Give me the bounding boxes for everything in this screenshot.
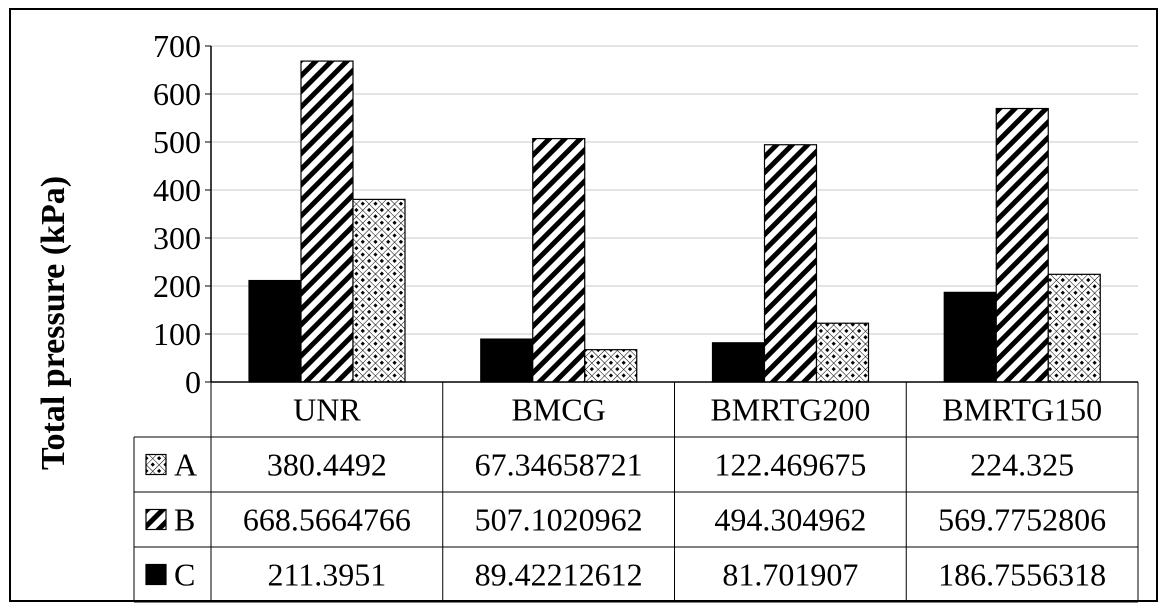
bar-C-BMRTG150: [943, 291, 997, 383]
category-label: UNR: [293, 392, 361, 428]
y-axis-label: Total pressure (kPa): [35, 176, 72, 470]
bar-A-BMRTG200: [815, 322, 870, 383]
bar-B-UNR: [300, 60, 354, 383]
legend-label: A: [174, 447, 197, 483]
table-cell-value: 81.701907: [722, 557, 858, 593]
y-tick-label: 700: [153, 28, 201, 64]
table-cell-value: 122.469675: [714, 447, 866, 483]
table-cell-value: 507.1020962: [475, 502, 643, 538]
legend-label: B: [174, 502, 195, 538]
table-cell-value: 89.42212612: [475, 557, 643, 593]
table-cell-value: 668.5664766: [243, 502, 411, 538]
y-tick-label: 400: [153, 172, 201, 208]
y-tick-label: 600: [153, 76, 201, 112]
table-cell-value: 211.3951: [267, 557, 386, 593]
y-tick-label: 300: [153, 220, 201, 256]
bar-B-BMRTG200: [763, 144, 818, 383]
bar-B-BMCG: [532, 137, 586, 383]
legend-key-B: [145, 508, 167, 531]
legend-key-A: [145, 453, 167, 476]
bar-A-BMCG: [584, 349, 638, 383]
table-cell-value: 67.34658721: [475, 447, 643, 483]
table-cell-value: 494.304962: [714, 502, 866, 538]
y-tick-labels: 0 100 200 300 400 500 600 700: [153, 28, 212, 400]
y-tick-label: 0: [185, 364, 201, 400]
bar-C-BMCG: [480, 338, 534, 383]
category-label: BMRTG150: [942, 392, 1102, 428]
bar-B-BMRTG150: [995, 107, 1049, 383]
bar-A-UNR: [352, 198, 406, 383]
legend-key-C: [145, 563, 167, 586]
bar-A-BMRTG150: [1047, 273, 1101, 383]
table-cell-value: 224.325: [970, 447, 1074, 483]
outer-border: [9, 8, 1158, 602]
bar-C-UNR: [248, 279, 302, 383]
y-tick-label: 200: [153, 268, 201, 304]
table-cell-value: 186.7556318: [938, 557, 1106, 593]
y-tick-label: 100: [153, 316, 201, 352]
legend-label: C: [174, 557, 195, 593]
y-tick-label: 500: [153, 124, 201, 160]
bars: [248, 60, 1101, 383]
data-table: UNR BMCG BMRTG200 BMRTG150 A 380.4492 67.34658…: [133, 381, 1139, 603]
table-cell-value: 569.7752806: [938, 502, 1106, 538]
table-cell-value: 380.4492: [267, 447, 387, 483]
bar-C-BMRTG200: [711, 342, 766, 383]
category-label: BMCG: [512, 392, 606, 428]
category-label: BMRTG200: [710, 392, 870, 428]
